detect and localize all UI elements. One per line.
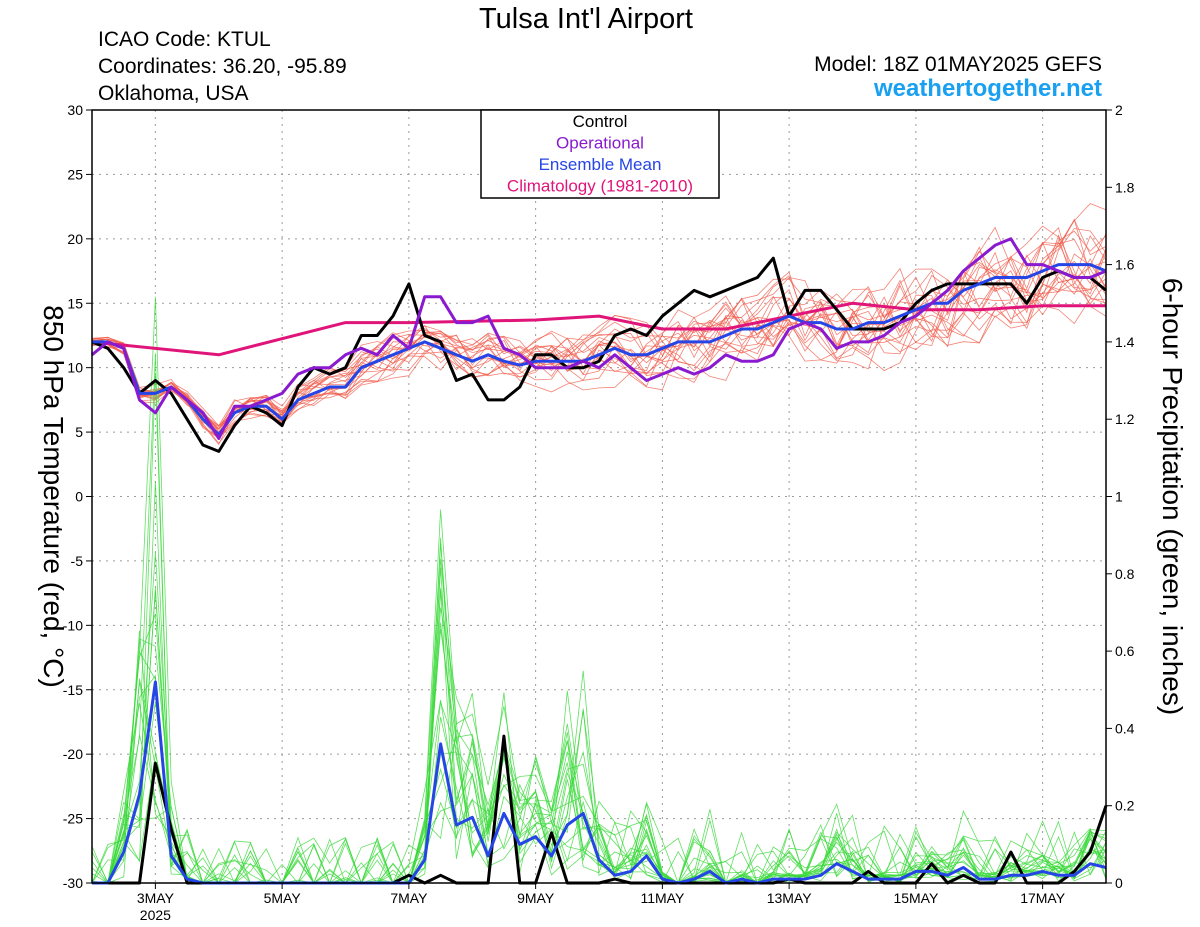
x-tick-label: 3MAY [137,890,175,906]
x-year-label: 2025 [140,907,171,923]
precipitation-ensemble-members [91,296,1107,885]
y-right-tick-label: 0 [1115,875,1123,891]
precipitation-member-line [92,373,1107,884]
y-left-tick-label: 15 [67,295,83,311]
legend-box [480,109,720,199]
chart-title: Tulsa Int'l Airport [479,3,693,35]
y-right-tick-label: 0.4 [1115,720,1135,736]
climatology-1981-2010-temp-line [91,301,1106,357]
location: Oklahoma, USA [98,82,249,105]
temperature-member-line [91,270,1107,441]
temperature-member-line [91,218,1107,444]
model-run: Model: 18Z 01MAY2025 GEFS [814,53,1102,76]
y-left-tick-label: -5 [71,553,84,569]
axes: 302520151050-5-10-15-20-25-3021.81.61.41… [38,102,1188,923]
legend-entry: Operational [556,134,644,153]
precipitation-member-line [91,590,1107,884]
precipitation-member-line [91,587,1107,884]
precipitation-member-line [91,587,1107,884]
y-left-tick-label: -30 [63,875,83,891]
precipitation-member-line [91,552,1107,884]
y-right-tick-label: 0.6 [1115,643,1135,659]
icao-code: ICAO Code: KTUL [98,28,271,51]
y-left-tick-label: 5 [75,424,83,440]
operational-temp-line [91,237,1107,440]
coordinates: Coordinates: 36.20, -95.89 [98,55,347,78]
legend-entry: Control [573,112,628,131]
precipitation-member-line [92,614,1107,884]
x-tick-label: 17MAY [1020,890,1066,906]
legend-entry: Climatology (1981-2010) [507,177,693,196]
x-tick-label: 5MAY [264,890,302,906]
y-right-tick-label: 1 [1115,489,1123,505]
y-left-tick-label: 20 [67,231,83,247]
x-tick-label: 11MAY [640,890,684,906]
y-left-tick-label: -25 [63,811,83,827]
y-left-tick-label: -10 [63,617,83,633]
temperature-member-line [91,249,1107,430]
y-right-axis-title: 6-hour Precipitation (green, inches) [1157,278,1188,715]
legend: Control Operational Ensemble Mean Climatolo… [480,109,720,199]
y-left-tick-label: 25 [67,166,83,182]
control-temp-line [91,256,1107,453]
precipitation-member-line [92,481,1107,884]
temperature-member-line [91,203,1107,430]
y-right-tick-label: 1.4 [1115,334,1135,350]
y-right-tick-label: 1.6 [1115,257,1135,273]
precipitation-member-line [92,296,1107,884]
precipitation-member-line [92,353,1107,884]
y-left-tick-label: 10 [67,360,83,376]
y-left-tick-label: -15 [63,682,83,698]
y-left-tick-label: 0 [75,489,83,505]
precipitation-member-line [91,558,1107,884]
x-tick-label: 15MAY [893,890,939,906]
y-left-axis-title: 850 hPa Temperature (red, °C) [38,305,69,688]
y-right-tick-label: 1.8 [1115,179,1135,195]
y-right-tick-label: 0.8 [1115,566,1135,582]
y-left-tick-label: 30 [67,102,83,118]
legend-entry: Ensemble Mean [539,155,662,174]
y-right-tick-label: 2 [1115,102,1123,118]
grid [92,110,1106,883]
site-link[interactable]: weathertogether.net [873,75,1102,102]
x-tick-label: 13MAY [767,890,813,906]
ensemble-mean-temp-line [92,263,1107,437]
x-tick-label: 9MAY [517,890,555,906]
precipitation-member-line [92,543,1107,884]
y-left-tick-label: -20 [63,746,83,762]
precipitation-member-line [92,628,1107,884]
y-right-tick-label: 0.2 [1115,798,1135,814]
x-tick-label: 7MAY [390,890,428,906]
y-right-tick-label: 1.2 [1115,411,1135,427]
